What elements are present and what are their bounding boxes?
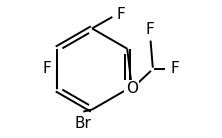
Text: F: F [43,62,52,76]
Text: F: F [146,22,155,37]
Text: Br: Br [75,116,92,131]
Text: F: F [116,7,125,22]
Text: O: O [126,81,138,96]
Text: F: F [170,62,179,76]
